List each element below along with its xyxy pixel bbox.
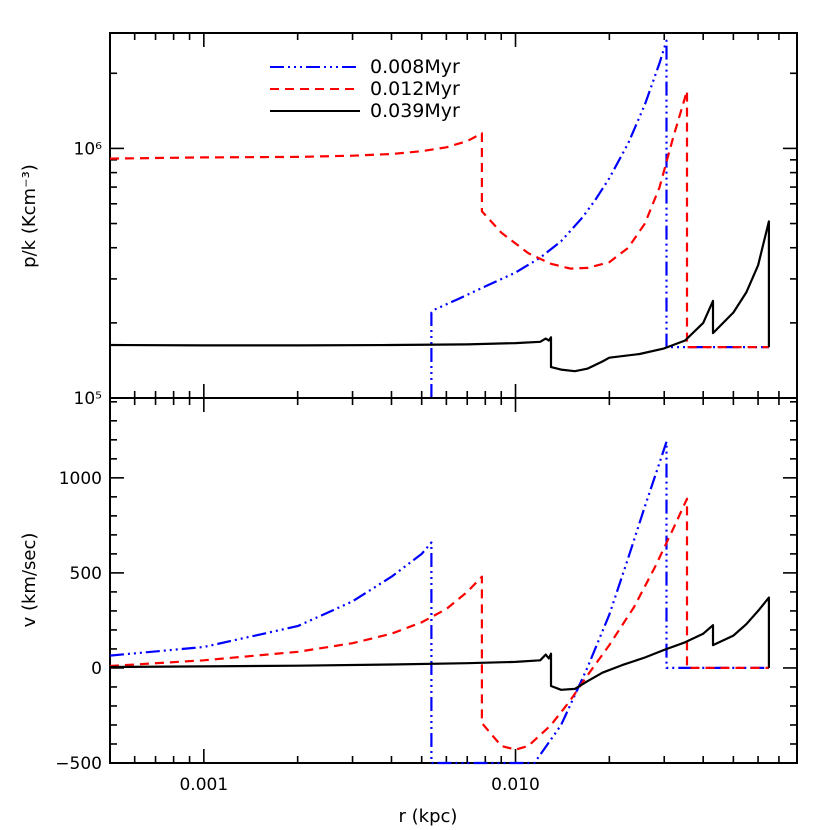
legend-label-2: 0.039Myr xyxy=(370,100,460,122)
velocity-series-line-2 xyxy=(109,596,771,691)
velocity-series-line-0 xyxy=(109,440,769,765)
pressure-axis-tick-labels: 10⁶ 10⁵ xyxy=(74,139,103,409)
velocity-y-axis-label: v (km/sec) xyxy=(19,533,40,628)
pressure-y-axis-label: p/k (Kcm⁻³) xyxy=(19,164,40,268)
velocity-axis-ticks xyxy=(109,398,798,764)
legend: 0.008Myr 0.012Myr 0.039Myr xyxy=(270,56,460,122)
velocity-y-tick-label: 1000 xyxy=(59,469,102,489)
pressure-series-line-0 xyxy=(430,39,769,398)
velocity-axis-tick-labels: 1000 500 0 −500 0.001 0.010 xyxy=(55,469,540,795)
x-axis-label: r (kpc) xyxy=(399,806,458,827)
pressure-series-line-2 xyxy=(109,220,771,373)
legend-label-0: 0.008Myr xyxy=(370,56,460,78)
pressure-y-tick-label: 10⁶ xyxy=(74,139,103,159)
velocity-panel: 1000 500 0 −500 0.001 0.010 v (km/sec) r (kpc… xyxy=(19,397,798,827)
velocity-y-tick-label: −500 xyxy=(55,754,102,774)
velocity-y-tick-label: 0 xyxy=(91,659,102,679)
legend-label-1: 0.012Myr xyxy=(370,78,460,100)
velocity-series-line-1 xyxy=(109,497,769,751)
pressure-series-line-1 xyxy=(109,89,769,349)
velocity-series xyxy=(109,440,771,765)
pressure-y-tick-label: 10⁵ xyxy=(74,389,102,409)
velocity-y-tick-label: 500 xyxy=(70,564,102,584)
velocity-x-tick-label: 0.010 xyxy=(491,775,540,795)
pressure-panel: 10⁶ 10⁵ p/k (Kcm⁻³) 0.008Myr 0.012Myr 0.0… xyxy=(19,32,798,409)
velocity-x-tick-label: 0.001 xyxy=(179,775,228,795)
pressure-series xyxy=(109,39,771,398)
velocity-plot-frame xyxy=(109,397,798,764)
